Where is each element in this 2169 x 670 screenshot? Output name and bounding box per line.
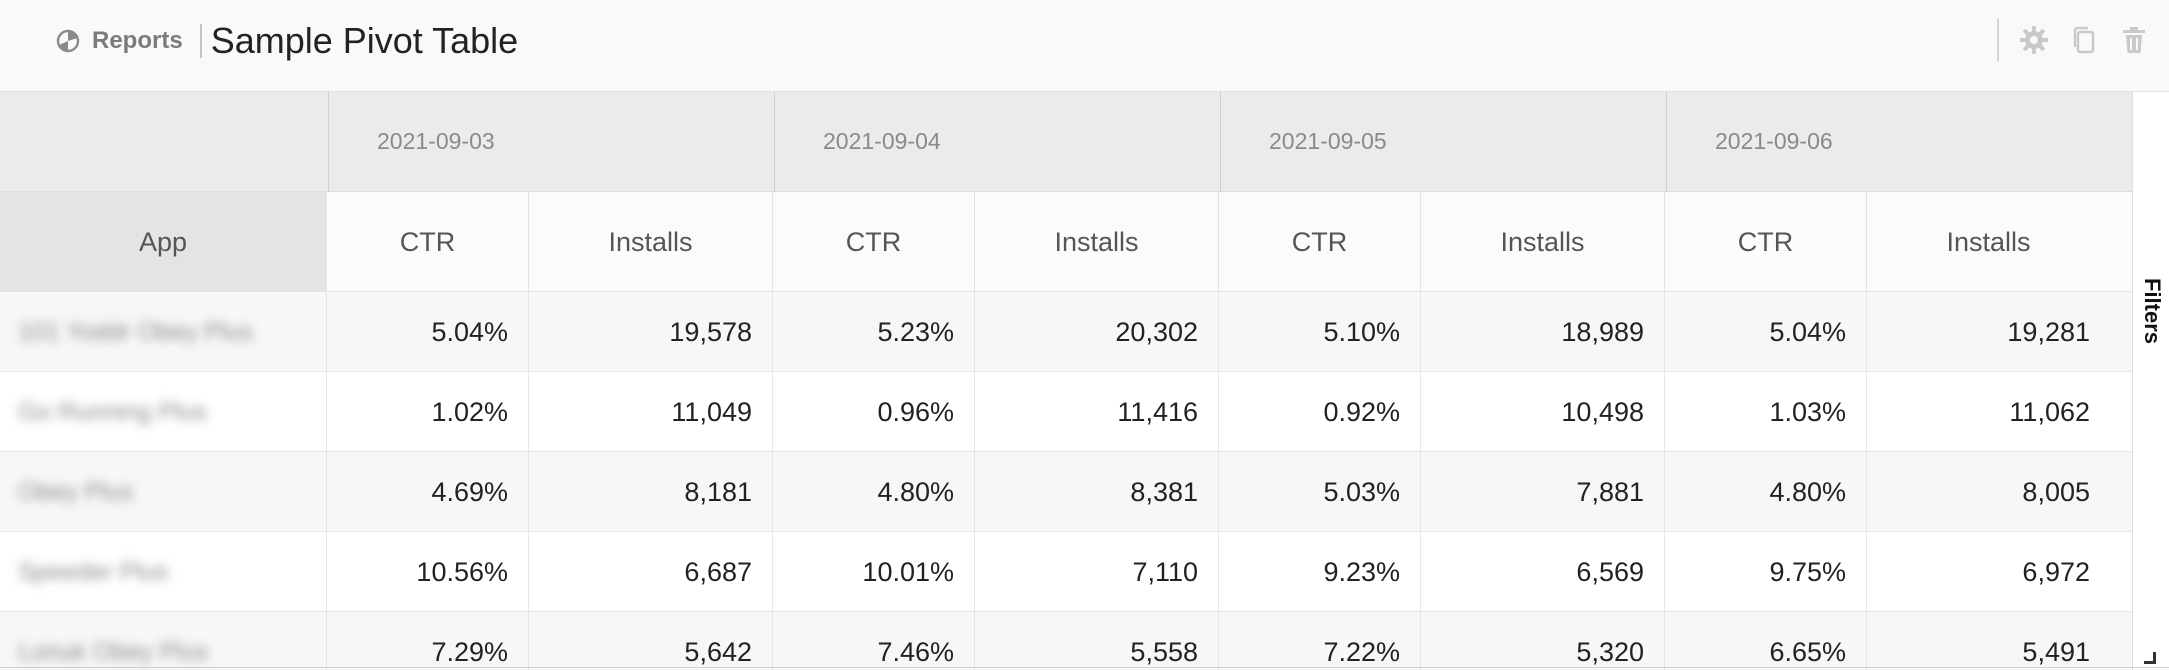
ctr-cell: 7.29% — [326, 612, 528, 670]
filters-label: Filters — [2140, 278, 2165, 345]
ctr-cell: 1.02% — [326, 372, 528, 452]
table-row: 101 Yoddr Obey Plus 5.04% 19,578 5.23% 2… — [0, 292, 2132, 372]
installs-cell: 11,062 — [1866, 372, 2110, 452]
table-row: Speeder Plus 10.56% 6,687 10.01% 7,110 9… — [0, 532, 2132, 612]
ctr-cell: 0.96% — [772, 372, 974, 452]
ctr-cell: 1.03% — [1664, 372, 1866, 452]
installs-cell: 8,005 — [1866, 452, 2110, 532]
installs-cell: 5,642 — [528, 612, 772, 670]
date-header[interactable]: 2021-09-05 — [1220, 92, 1666, 192]
report-header: Reports Sample Pivot Table — [0, 0, 2169, 92]
installs-cell: 8,181 — [528, 452, 772, 532]
report-toolbar — [1997, 18, 2169, 62]
installs-cell: 20,302 — [974, 292, 1218, 372]
resize-handle[interactable] — [2144, 652, 2156, 664]
installs-cell: 19,578 — [528, 292, 772, 372]
ctr-cell: 4.80% — [1664, 452, 1866, 532]
ctr-cell: 7.46% — [772, 612, 974, 670]
installs-cell: 5,558 — [974, 612, 1218, 670]
app-name-cell: Go Running Plus — [18, 397, 208, 426]
page-title: Sample Pivot Table — [210, 20, 519, 61]
ctr-cell: 4.80% — [772, 452, 974, 532]
ctr-cell: 5.23% — [772, 292, 974, 372]
installs-cell: 6,569 — [1420, 532, 1664, 612]
pie-chart-icon — [56, 29, 80, 53]
filters-panel-tab[interactable]: Filters — [2132, 92, 2169, 670]
installs-cell: 8,381 — [974, 452, 1218, 532]
table-row: Obey Plus 4.69% 8,181 4.80% 8,381 5.03% … — [0, 452, 2132, 532]
delete-button[interactable] — [2119, 25, 2149, 55]
ctr-cell: 9.23% — [1218, 532, 1420, 612]
ctr-column-header[interactable]: CTR — [326, 192, 528, 292]
installs-cell: 5,491 — [1866, 612, 2110, 670]
installs-cell: 5,320 — [1420, 612, 1664, 670]
date-header[interactable]: 2021-09-06 — [1666, 92, 2112, 192]
installs-cell: 18,989 — [1420, 292, 1664, 372]
ctr-cell: 5.03% — [1218, 452, 1420, 532]
ctr-cell: 10.01% — [772, 532, 974, 612]
ctr-cell: 5.10% — [1218, 292, 1420, 372]
installs-cell: 6,972 — [1866, 532, 2110, 612]
installs-cell: 10,498 — [1420, 372, 1664, 452]
ctr-cell: 5.04% — [326, 292, 528, 372]
ctr-cell: 0.92% — [1218, 372, 1420, 452]
ctr-column-header[interactable]: CTR — [1218, 192, 1420, 292]
copy-icon — [2073, 26, 2095, 54]
ctr-cell: 6.65% — [1664, 612, 1866, 670]
trash-icon — [2123, 27, 2145, 53]
ctr-cell: 7.22% — [1218, 612, 1420, 670]
installs-cell: 7,110 — [974, 532, 1218, 612]
corner-cell — [0, 92, 328, 192]
breadcrumb-divider — [199, 24, 202, 58]
date-header[interactable]: 2021-09-03 — [328, 92, 774, 192]
installs-column-header[interactable]: Installs — [528, 192, 772, 292]
table-row: Lonuk Obey Plus 7.29% 5,642 7.46% 5,558 … — [0, 612, 2132, 670]
toolbar-divider — [1997, 18, 1999, 62]
installs-column-header[interactable]: Installs — [1420, 192, 1664, 292]
app-name-cell: Lonuk Obey Plus — [18, 637, 209, 666]
ctr-column-header[interactable]: CTR — [772, 192, 974, 292]
installs-column-header[interactable]: Installs — [1866, 192, 2110, 292]
app-name-cell: 101 Yoddr Obey Plus — [18, 317, 253, 346]
table-row: Go Running Plus 1.02% 11,049 0.96% 11,41… — [0, 372, 2132, 452]
installs-cell: 6,687 — [528, 532, 772, 612]
breadcrumb: Reports Sample Pivot Table — [56, 20, 518, 61]
duplicate-button[interactable] — [2069, 25, 2099, 55]
date-header[interactable]: 2021-09-04 — [774, 92, 1220, 192]
ctr-column-header[interactable]: CTR — [1664, 192, 1866, 292]
settings-button[interactable] — [2019, 25, 2049, 55]
breadcrumb-reports-link[interactable]: Reports — [92, 27, 183, 54]
bottom-border — [0, 667, 2169, 668]
date-header-row: 2021-09-03 2021-09-04 2021-09-05 2021-09… — [0, 92, 2132, 192]
gear-icon — [2020, 26, 2048, 54]
installs-column-header[interactable]: Installs — [974, 192, 1218, 292]
installs-cell: 19,281 — [1866, 292, 2110, 372]
app-name-cell: Obey Plus — [18, 477, 134, 506]
installs-cell: 11,049 — [528, 372, 772, 452]
ctr-cell: 5.04% — [1664, 292, 1866, 372]
ctr-cell: 9.75% — [1664, 532, 1866, 612]
pivot-table: 2021-09-03 2021-09-04 2021-09-05 2021-09… — [0, 92, 2132, 670]
metric-header-row: App CTR Installs CTR Installs CTR Instal… — [0, 192, 2132, 292]
app-column-header[interactable]: App — [0, 192, 326, 292]
ctr-cell: 10.56% — [326, 532, 528, 612]
installs-cell: 7,881 — [1420, 452, 1664, 532]
ctr-cell: 4.69% — [326, 452, 528, 532]
installs-cell: 11,416 — [974, 372, 1218, 452]
app-name-cell: Speeder Plus — [18, 557, 169, 586]
